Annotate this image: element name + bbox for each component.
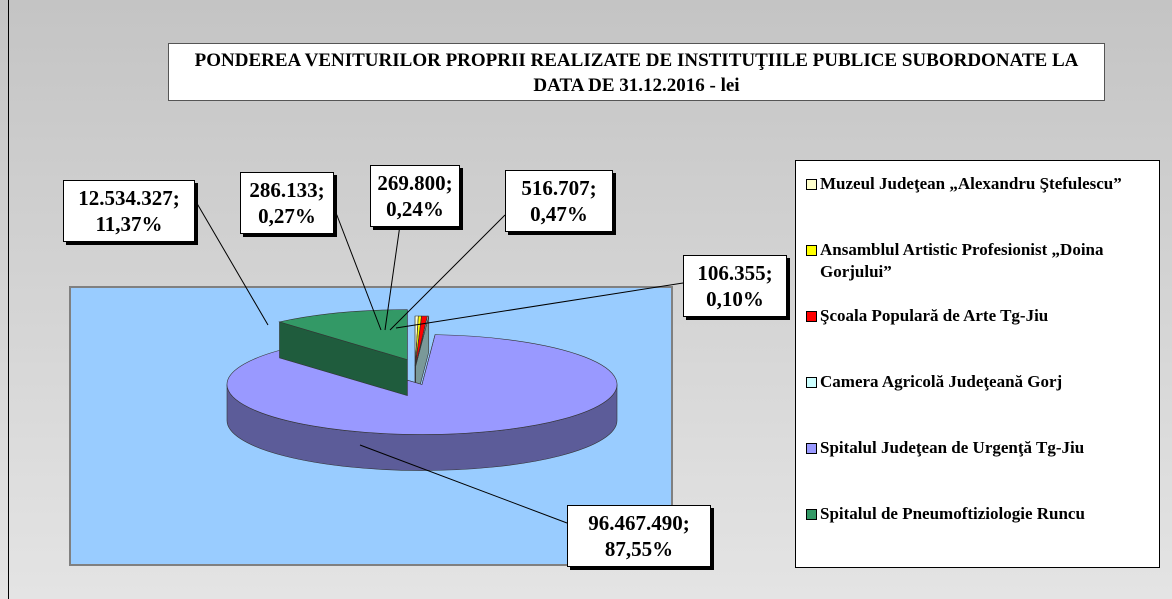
data-label: 516.707; 0,47% — [505, 170, 613, 232]
data-label: 269.800; 0,24% — [370, 165, 460, 227]
legend-label: Ansamblul Artistic Profesionist „Doina G… — [820, 240, 1104, 281]
leader-line — [384, 224, 401, 331]
leader-line — [332, 204, 382, 331]
legend-item: Şcoala Populară de Arte Tg-Jiu — [806, 305, 1149, 371]
legend-item: Muzeul Judeţean „Alexandru Ştefulescu” — [806, 173, 1149, 239]
legend-swatch — [806, 179, 817, 190]
legend-label: Muzeul Judeţean „Alexandru Ştefulescu” — [820, 174, 1122, 193]
slice-top — [278, 309, 408, 361]
legend-item: Camera Agricolă Judeţeană Gorj — [806, 371, 1149, 437]
slice — [415, 315, 430, 403]
legend-label: Camera Agricolă Judeţeană Gorj — [820, 372, 1063, 391]
leader-line — [395, 282, 684, 329]
leader-line — [194, 199, 269, 326]
legend-label: Spitalul Judeţean de Urgenţă Tg-Jiu — [820, 438, 1085, 457]
legend: Muzeul Judeţean „Alexandru Ştefulescu” An… — [795, 160, 1160, 568]
data-label: 12.534.327; 11,37% — [63, 180, 195, 242]
leader-line — [359, 444, 568, 524]
data-label: 286.133; 0,27% — [240, 172, 334, 234]
legend-item: Spitalul Judeţean de Urgenţă Tg-Jiu — [806, 437, 1149, 503]
frame — [8, 0, 1172, 599]
legend-item: Spitalul de Pneumoftiziologie Runcu — [806, 503, 1149, 569]
legend-swatch — [806, 245, 817, 256]
legend-label: Spitalul de Pneumoftiziologie Runcu — [820, 504, 1085, 523]
data-label: 96.467.490; 87,55% — [567, 505, 711, 567]
leader-line — [389, 214, 506, 331]
legend-swatch — [806, 377, 817, 388]
legend-item: Ansamblul Artistic Profesionist „Doina G… — [806, 239, 1149, 305]
legend-swatch — [806, 443, 817, 454]
legend-swatch — [806, 509, 817, 520]
legend-label: Şcoala Populară de Arte Tg-Jiu — [820, 306, 1049, 325]
slice-top — [415, 315, 430, 367]
chart-title: PONDEREA VENITURILOR PROPRII REALIZATE D… — [168, 43, 1105, 101]
legend-swatch — [806, 311, 817, 322]
slice — [278, 309, 408, 397]
data-label: 106.355; 0,10% — [683, 255, 787, 317]
